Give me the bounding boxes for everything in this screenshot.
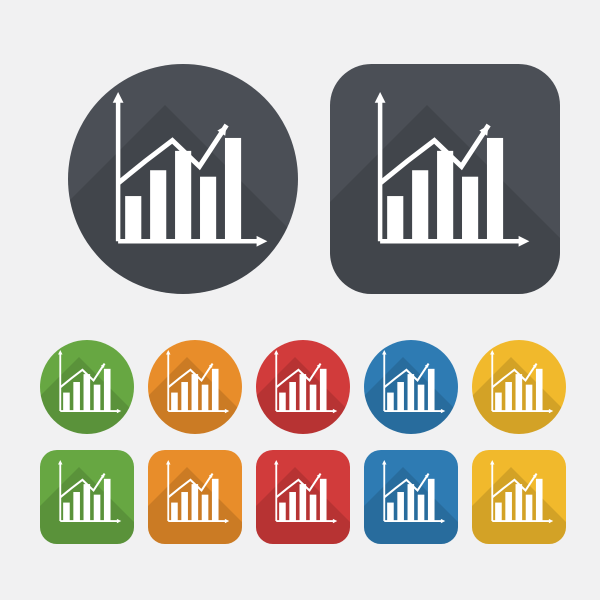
square-chart-tile[interactable]	[364, 450, 458, 544]
circle-chart-tile[interactable]	[472, 340, 566, 434]
bar-chart-icon	[482, 348, 555, 426]
bar-chart-icon	[374, 348, 447, 426]
bar-chart-icon	[482, 458, 555, 536]
circle-chart-tile[interactable]	[40, 340, 134, 434]
bar-chart-icon	[50, 348, 123, 426]
square-chart-tile[interactable]	[148, 450, 242, 544]
bar-chart-icon	[93, 87, 272, 271]
bar-chart-icon	[355, 87, 534, 271]
bar-chart-icon	[50, 458, 123, 536]
square-chart-tile[interactable]	[330, 64, 560, 294]
circle-chart-tile[interactable]	[256, 340, 350, 434]
bar-chart-icon	[374, 458, 447, 536]
square-chart-tile[interactable]	[472, 450, 566, 544]
bar-chart-icon	[266, 348, 339, 426]
square-chart-tile[interactable]	[40, 450, 134, 544]
bar-chart-icon	[266, 458, 339, 536]
square-chart-tile[interactable]	[256, 450, 350, 544]
circle-chart-tile[interactable]	[364, 340, 458, 434]
circle-chart-tile[interactable]	[68, 64, 298, 294]
circle-chart-tile[interactable]	[148, 340, 242, 434]
bar-chart-icon	[158, 458, 231, 536]
bar-chart-icon	[158, 348, 231, 426]
